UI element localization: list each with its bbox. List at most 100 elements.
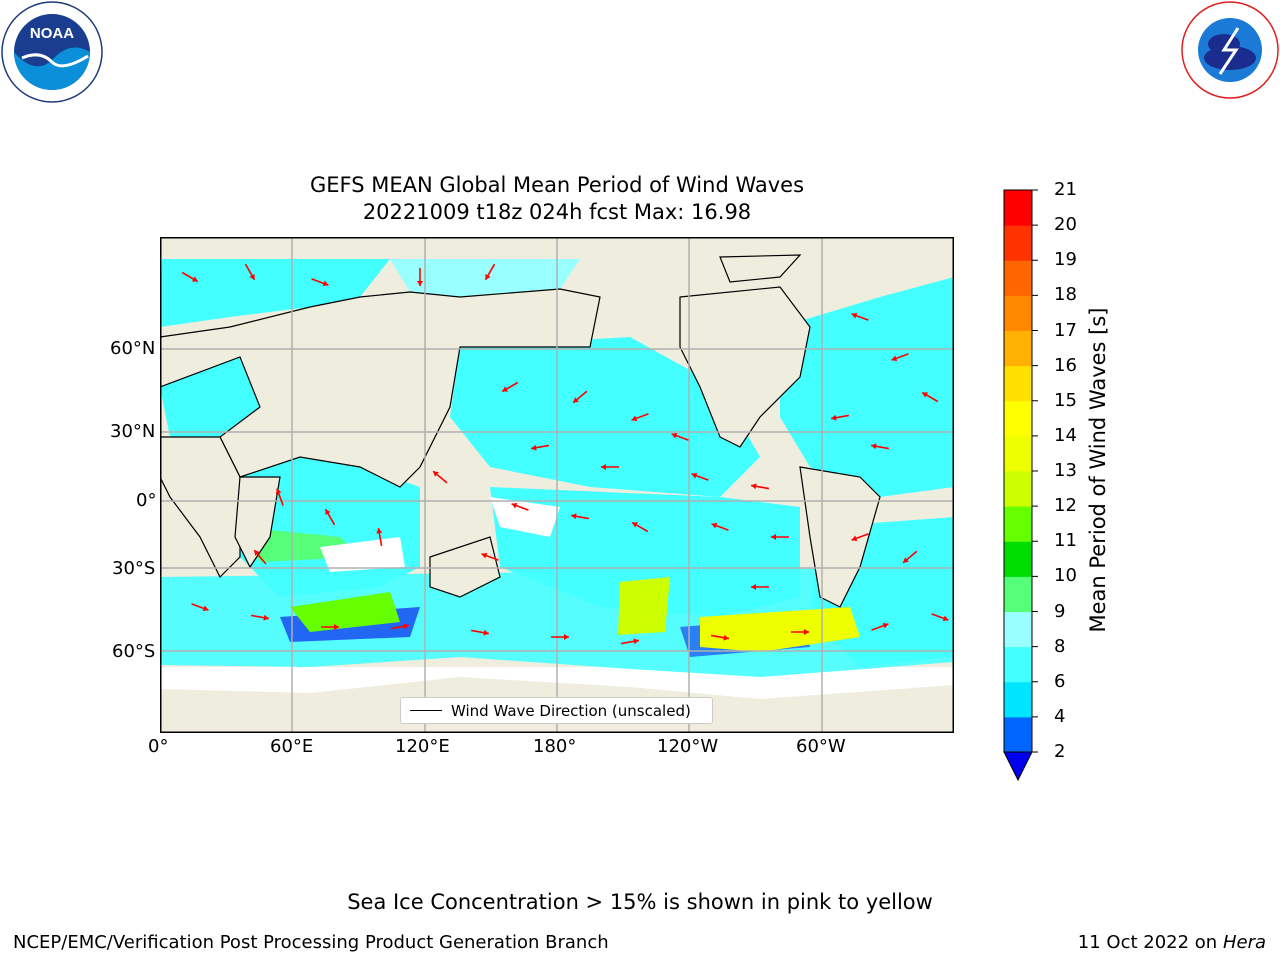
x-tick-60e: 60°E	[270, 736, 314, 757]
wind-wave-arrow	[417, 268, 423, 286]
noaa-logo: NOAA	[0, 0, 104, 104]
wind-wave-arrow	[321, 624, 339, 630]
sea-ice-note: Sea Ice Concentration > 15% is shown in …	[347, 890, 933, 914]
wind-wave-arrow	[181, 271, 199, 283]
colorbar-tick-label: 10	[1054, 565, 1077, 587]
arctic-ocean	[160, 259, 390, 327]
wind-wave-arrow	[771, 534, 789, 540]
map-legend: Wind Wave Direction (unscaled)	[400, 697, 713, 724]
footer-machine: Hera	[1222, 932, 1266, 953]
colorbar-tick-label: 8	[1054, 635, 1066, 657]
colorbar-tick-label: 16	[1054, 354, 1077, 376]
colorbar-tick-label: 6	[1054, 670, 1066, 692]
map-frame	[160, 237, 954, 733]
colorbar-tick-label: 2	[1054, 741, 1066, 762]
wind-wave-arrow	[275, 488, 284, 506]
wind-wave-arrow	[511, 502, 529, 511]
colorbar-block	[1004, 681, 1032, 718]
mediterranean-atlantic	[160, 357, 260, 437]
colorbar-block	[1004, 435, 1032, 472]
colorbar-tick-label: 9	[1054, 600, 1066, 622]
wind-wave-arrow	[572, 390, 588, 404]
south-america	[799, 466, 881, 608]
colorbar-tick-label: 12	[1054, 495, 1077, 517]
x-tick-120e: 120°E	[395, 736, 450, 757]
wind-wave-arrow	[870, 443, 890, 450]
colorbar-block	[1004, 716, 1032, 753]
wind-wave-arrow	[631, 521, 649, 533]
wind-wave-arrow	[711, 522, 729, 531]
map-panel	[159, 237, 954, 733]
colorbar-tick-label: 14	[1054, 424, 1077, 446]
wind-wave-arrow	[902, 550, 918, 564]
wind-wave-arrow	[791, 629, 809, 635]
colorbar-title: Mean Period of Wind Waves [s]	[1086, 307, 1110, 633]
map-svg	[159, 237, 954, 733]
colorbar-tick-label: 20	[1054, 214, 1077, 236]
wind-wave-arrow	[530, 444, 550, 451]
y-tick-0: 0°	[136, 490, 157, 511]
continents	[159, 254, 881, 608]
graticule	[160, 237, 954, 733]
colorbar-tick-label: 15	[1054, 389, 1077, 411]
wind-wave-arrow	[253, 549, 267, 565]
colorbar-block	[1004, 471, 1032, 507]
wind-wave-arrow	[481, 552, 499, 561]
legend-line-swatch	[410, 710, 442, 711]
wind-wave-arrow	[390, 623, 410, 630]
y-tick-60n: 60°N	[110, 338, 156, 359]
calm-area-indian	[320, 537, 405, 572]
wind-wave-arrow	[324, 508, 336, 526]
colorbar-block	[1004, 506, 1032, 542]
map-title-line1: GEFS MEAN Global Mean Period of Wind Wav…	[309, 173, 805, 197]
wind-wave-arrow	[631, 413, 649, 422]
africa-west	[159, 436, 241, 579]
wind-wave-arrow	[931, 613, 949, 622]
nws-logo	[1180, 0, 1280, 100]
greenland-arctic-islands	[719, 254, 802, 283]
x-tick-60w: 60°W	[796, 736, 846, 757]
colorbar-block	[1004, 260, 1032, 296]
north-pacific	[450, 337, 760, 497]
noaa-logo-text: NOAA	[30, 25, 74, 42]
wind-wave-arrow	[250, 614, 270, 621]
wind-wave-arrow	[750, 483, 770, 490]
colorbar-tick-label: 18	[1054, 284, 1077, 306]
wind-wave-arrow	[551, 634, 569, 640]
colorbar-block	[1004, 400, 1032, 437]
footer-date: 11 Oct 2022 on	[1077, 932, 1223, 953]
colorbar-block	[1004, 225, 1032, 261]
wind-wave-arrow	[376, 527, 383, 547]
wind-wave-arrow	[570, 513, 590, 520]
colorbar-tick-marks	[1032, 189, 1038, 753]
colorbar-tick-label: 17	[1054, 319, 1077, 341]
colorbar-block	[1004, 190, 1032, 226]
wind-wave-arrow	[244, 263, 256, 281]
colorbar-tick-label: 11	[1054, 530, 1077, 552]
colorbar-block	[1004, 295, 1032, 331]
footer-right: 11 Oct 2022 on Hera	[1078, 932, 1266, 953]
colorbar-block	[1004, 611, 1032, 648]
australia	[429, 536, 501, 598]
wind-wave-arrow	[691, 472, 709, 481]
wind-wave-arrow	[710, 634, 730, 641]
africa-east	[234, 476, 281, 569]
wind-wave-arrow	[620, 638, 640, 645]
wind-wave-arrow	[671, 432, 689, 441]
wind-wave-arrow	[470, 629, 490, 636]
wind-wave-arrow	[891, 353, 909, 362]
x-tick-0: 0°	[148, 736, 169, 757]
colorbar-tick-label: 4	[1054, 705, 1066, 727]
colorbar-block	[1004, 541, 1032, 577]
legend-label: Wind Wave Direction (unscaled)	[451, 701, 691, 720]
wind-wave-arrow	[751, 584, 769, 590]
wind-wave-arrow	[851, 533, 869, 542]
colorbar-extend-triangle	[1003, 751, 1033, 782]
north-atlantic	[780, 277, 954, 497]
colorbar-tick-label: 13	[1054, 460, 1077, 481]
wind-wave-arrow	[311, 278, 329, 287]
colorbar-block	[1004, 576, 1032, 612]
colorbar-tick-label: 21	[1054, 179, 1077, 200]
colorbar	[1000, 185, 1040, 785]
wind-wave-arrows	[181, 263, 949, 645]
